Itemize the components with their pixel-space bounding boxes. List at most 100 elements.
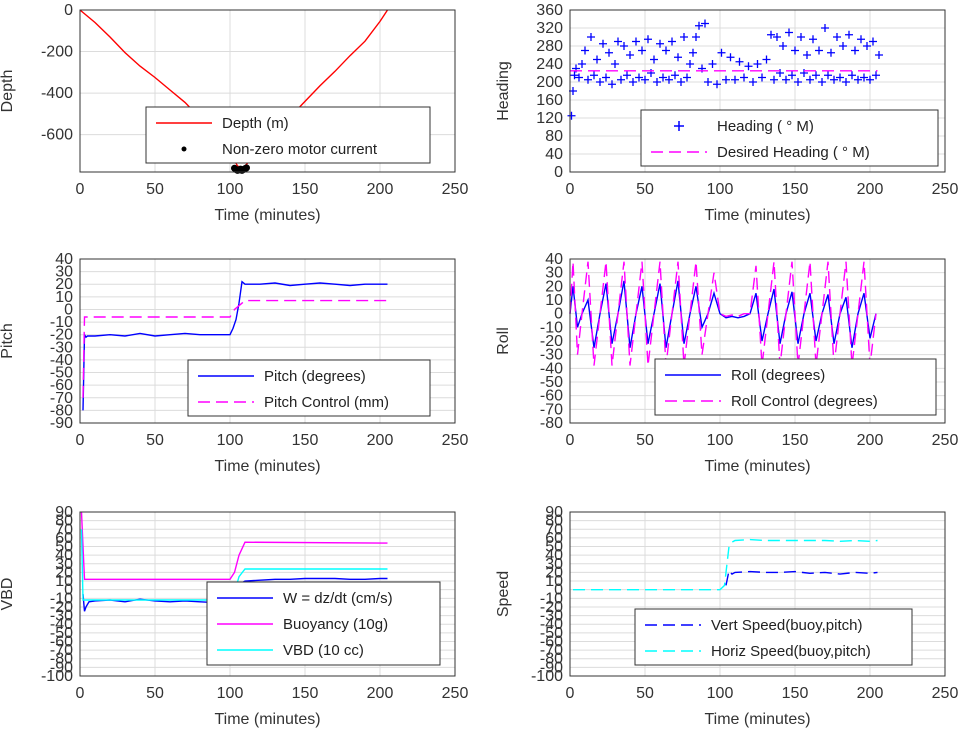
plot-area xyxy=(79,511,456,677)
y-tick-label: -80 xyxy=(50,402,73,419)
data-point xyxy=(806,75,814,84)
data-point xyxy=(626,51,634,59)
data-point xyxy=(243,164,250,172)
y-tick-label: -100 xyxy=(531,668,563,685)
data-point xyxy=(662,46,670,55)
y-tick-label: -80 xyxy=(540,651,563,668)
data-point xyxy=(791,46,799,55)
data-point xyxy=(665,75,673,84)
x-tick-label: 200 xyxy=(857,432,884,449)
y-tick-label: 30 xyxy=(545,265,563,282)
data-point xyxy=(839,42,847,50)
data-point xyxy=(671,71,679,80)
y-tick-label: 200 xyxy=(536,74,563,91)
legend: Depth (m) Non-zero motor current xyxy=(145,106,431,164)
series-line xyxy=(569,261,877,366)
y-tick-label: -30 xyxy=(50,608,73,625)
data-point xyxy=(596,78,604,86)
data-point xyxy=(570,71,579,80)
data-point xyxy=(623,71,631,80)
data-point xyxy=(584,75,592,84)
data-point xyxy=(836,73,844,82)
x-tick-label: 0 xyxy=(76,181,85,198)
legend-box xyxy=(187,359,431,417)
data-point xyxy=(689,48,697,57)
series-heading-0 xyxy=(567,19,883,120)
chart-depth: 0 50 100 150 200 250 0 -200 -400 -600 Time (minute… xyxy=(0,2,468,224)
x-tick-label: 50 xyxy=(146,685,164,702)
data-point xyxy=(677,78,685,86)
y-tick-label: 160 xyxy=(536,92,563,109)
legend-label: Roll (degrees) xyxy=(731,367,825,384)
data-point xyxy=(815,46,823,55)
y-tick-label: 320 xyxy=(536,20,563,37)
series-speed-0 xyxy=(725,569,878,586)
x-tick-label: 100 xyxy=(707,685,734,702)
y-tick-label: -400 xyxy=(41,85,73,102)
series-line xyxy=(82,280,388,411)
y-tick-label: 90 xyxy=(55,504,73,521)
legend-box xyxy=(634,608,913,666)
data-point xyxy=(605,48,613,57)
y-tick-label: -10 xyxy=(540,590,563,607)
x-tick-label: 250 xyxy=(442,685,469,702)
x-tick-label: 50 xyxy=(636,432,654,449)
data-point xyxy=(656,39,664,48)
y-tick-label: -70 xyxy=(540,401,563,418)
y-tick-label: -10 xyxy=(50,314,73,331)
y-tick-label: 10 xyxy=(55,289,73,306)
data-point xyxy=(749,78,757,86)
data-point xyxy=(735,57,744,66)
data-point xyxy=(731,75,739,84)
y-tick-label: 360 xyxy=(536,2,563,19)
legend-marker xyxy=(181,146,187,152)
y-tick-label: -50 xyxy=(540,625,563,642)
chart-roll: 0 50 100 150 200 250403020100-10-20-30-40-50-… xyxy=(495,251,958,475)
y-tick-label: -60 xyxy=(540,633,563,650)
x-tick-label: 0 xyxy=(566,685,575,702)
data-point xyxy=(659,73,667,82)
data-point xyxy=(762,55,771,64)
y-tick-label: 30 xyxy=(545,556,563,573)
y-tick-label: -60 xyxy=(50,633,73,650)
data-point xyxy=(641,75,649,84)
y-tick-label: -90 xyxy=(50,415,73,432)
y-tick-label: 20 xyxy=(545,278,563,295)
chart-pitch: 0 50 100 150 200 250403020100-10-20-30-40-50-… xyxy=(0,251,468,475)
y-axis-label: VBD xyxy=(0,578,16,611)
x-tick-label: 100 xyxy=(217,432,244,449)
x-tick-label: 50 xyxy=(146,181,164,198)
y-tick-label: 20 xyxy=(55,276,73,293)
series-line xyxy=(82,299,388,398)
y-tick-label: 80 xyxy=(55,513,73,530)
data-point xyxy=(599,39,607,48)
y-tick-label: -30 xyxy=(50,339,73,356)
x-tick-label: 100 xyxy=(217,685,244,702)
x-tick-label: 150 xyxy=(782,432,809,449)
legend-label: Buoyancy (10g) xyxy=(283,616,388,633)
y-tick-label: -40 xyxy=(540,616,563,633)
data-point xyxy=(827,48,835,57)
x-tick-label: 200 xyxy=(367,685,394,702)
y-tick-label: -20 xyxy=(50,327,73,344)
y-tick-label: 20 xyxy=(545,564,563,581)
x-axis-label: Time (minutes) xyxy=(214,711,320,728)
x-tick-label: 50 xyxy=(636,181,654,198)
data-point xyxy=(674,53,682,62)
series-roll-0 xyxy=(569,280,877,348)
y-tick-label: -50 xyxy=(50,625,73,642)
x-ticks: 0 50 100 150 200 250 xyxy=(76,181,469,198)
data-point xyxy=(812,71,820,80)
y-tick-label: 40 xyxy=(545,146,563,163)
data-point xyxy=(830,75,838,84)
legend-label: Heading ( ° M) xyxy=(717,118,814,135)
y-tick-label: 0 xyxy=(64,2,73,19)
chart-vbd: 0 50 100 150 200 2509080706050403020100-10-20… xyxy=(0,504,468,728)
y-tick-label: -20 xyxy=(50,599,73,616)
data-point xyxy=(704,78,712,86)
data-point xyxy=(567,111,576,120)
y-tick-label: -90 xyxy=(540,659,563,676)
data-point xyxy=(740,73,748,82)
data-point xyxy=(767,30,775,39)
series-roll-1 xyxy=(569,261,877,366)
